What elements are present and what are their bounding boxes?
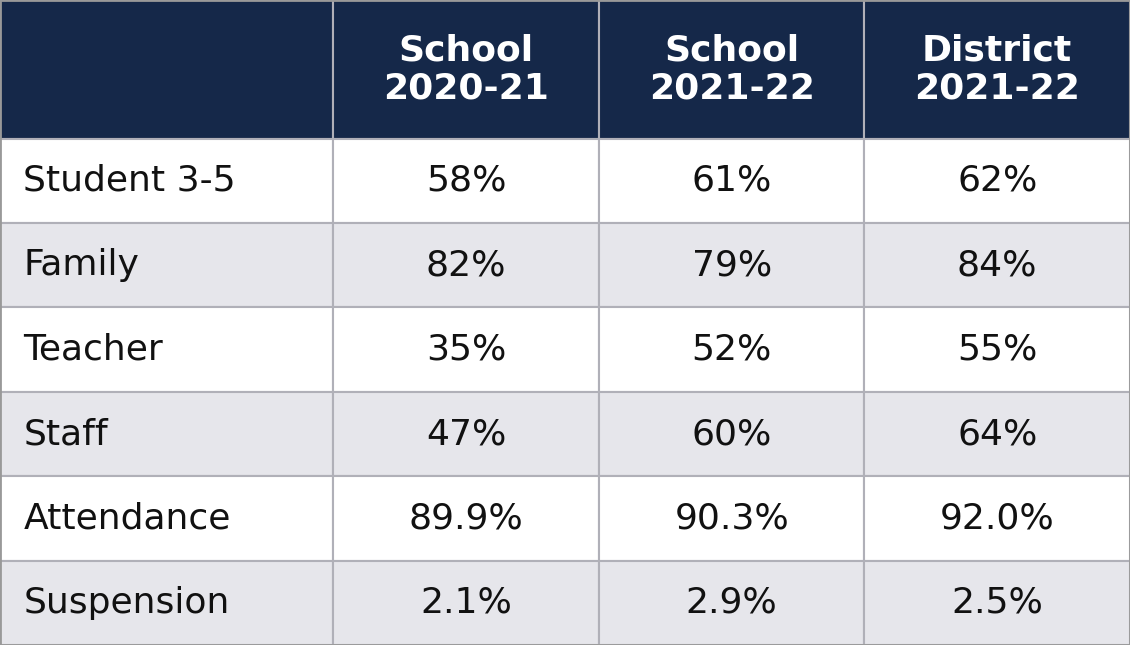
Text: 2020-21: 2020-21: [383, 71, 549, 105]
Text: Attendance: Attendance: [24, 501, 231, 535]
Bar: [864, 476, 1130, 561]
Text: Teacher: Teacher: [24, 333, 163, 366]
Bar: [864, 139, 1130, 223]
Text: 89.9%: 89.9%: [409, 501, 523, 535]
Bar: [333, 139, 599, 223]
Text: 2021-22: 2021-22: [914, 71, 1080, 105]
Text: 61%: 61%: [692, 164, 772, 198]
Bar: [599, 0, 864, 139]
Text: 55%: 55%: [957, 333, 1037, 366]
Bar: [333, 308, 599, 392]
Text: School: School: [664, 34, 799, 68]
Text: Suspension: Suspension: [24, 586, 229, 620]
Bar: [0, 561, 333, 645]
Text: 2.9%: 2.9%: [686, 586, 777, 620]
Bar: [864, 561, 1130, 645]
Text: 58%: 58%: [426, 164, 506, 198]
Bar: [333, 476, 599, 561]
Text: 84%: 84%: [957, 248, 1037, 283]
Bar: [864, 392, 1130, 476]
Text: Student 3-5: Student 3-5: [24, 164, 236, 198]
Text: District: District: [922, 34, 1072, 68]
Bar: [599, 308, 864, 392]
Text: 2.5%: 2.5%: [951, 586, 1043, 620]
Bar: [864, 223, 1130, 308]
Text: Family: Family: [24, 248, 139, 283]
Text: 64%: 64%: [957, 417, 1037, 451]
Bar: [599, 223, 864, 308]
Bar: [0, 392, 333, 476]
Bar: [864, 308, 1130, 392]
Bar: [864, 0, 1130, 139]
Bar: [0, 308, 333, 392]
Bar: [0, 223, 333, 308]
Bar: [333, 223, 599, 308]
Text: 47%: 47%: [426, 417, 506, 451]
Text: School: School: [399, 34, 533, 68]
Bar: [0, 476, 333, 561]
Bar: [333, 0, 599, 139]
Bar: [599, 392, 864, 476]
Bar: [0, 139, 333, 223]
Bar: [599, 139, 864, 223]
Bar: [333, 561, 599, 645]
Text: 2.1%: 2.1%: [420, 586, 512, 620]
Bar: [599, 561, 864, 645]
Text: 90.3%: 90.3%: [675, 501, 789, 535]
Text: 2021-22: 2021-22: [649, 71, 815, 105]
Text: 60%: 60%: [692, 417, 772, 451]
Bar: [333, 392, 599, 476]
Text: 79%: 79%: [692, 248, 772, 283]
Text: 92.0%: 92.0%: [940, 501, 1054, 535]
Text: Staff: Staff: [24, 417, 108, 451]
Text: 35%: 35%: [426, 333, 506, 366]
Text: 52%: 52%: [692, 333, 772, 366]
Bar: [599, 476, 864, 561]
Text: 82%: 82%: [426, 248, 506, 283]
Text: 62%: 62%: [957, 164, 1037, 198]
Bar: [0, 0, 333, 139]
